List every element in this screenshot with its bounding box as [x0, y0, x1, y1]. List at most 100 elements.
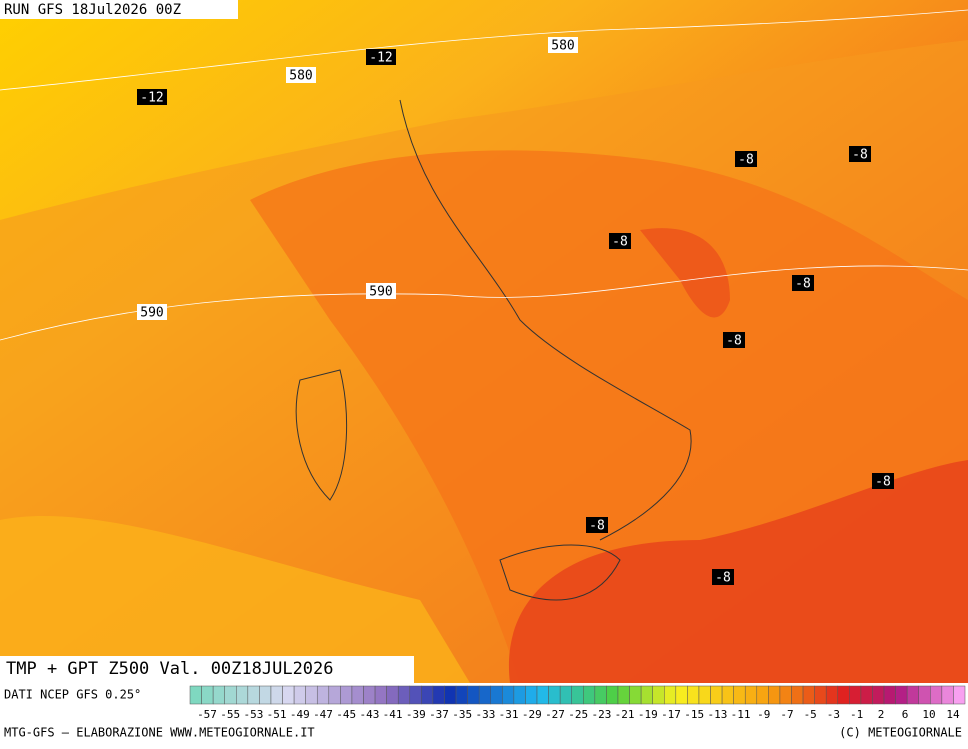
colorbar-box — [849, 685, 862, 705]
colorbar-label: 2 — [878, 708, 885, 721]
colorbar-label: -31 — [499, 708, 519, 721]
colorbar-box — [571, 685, 584, 705]
contour-label: -8 — [612, 235, 628, 250]
label-box — [712, 569, 734, 585]
colorbar-box — [270, 685, 283, 705]
colorbar-box — [930, 685, 943, 705]
credit-label: MTG-GFS — ELABORAZIONE WWW.METEOGIORNALE… — [4, 726, 315, 740]
contour-label: -8 — [852, 148, 868, 163]
colorbar-box — [478, 685, 491, 705]
label-box — [548, 37, 578, 53]
colorbar-box — [236, 685, 249, 705]
colorbar-label: 10 — [922, 708, 935, 721]
label-box — [872, 473, 894, 489]
colorbar-box — [895, 685, 908, 705]
colorbar-box — [640, 685, 653, 705]
contour-label: 580 — [551, 39, 574, 54]
colorbar-box — [259, 685, 272, 705]
colorbar-box — [374, 685, 387, 705]
colorbar-box — [606, 685, 619, 705]
colorbar-label: -47 — [313, 708, 333, 721]
contour-label: 590 — [369, 285, 392, 300]
colorbar-box — [444, 685, 457, 705]
colorbar-box — [953, 685, 966, 705]
colorbar-box — [860, 685, 873, 705]
colorbar-label: -51 — [267, 708, 287, 721]
colorbar-label: -23 — [591, 708, 611, 721]
colorbar-label: -37 — [429, 708, 449, 721]
colorbar-box — [721, 685, 734, 705]
colorbar-box — [363, 685, 376, 705]
contour-label: -8 — [795, 277, 811, 292]
colorbar-label: -9 — [757, 708, 770, 721]
colorbar-box — [652, 685, 665, 705]
colorbar-box — [340, 685, 353, 705]
colorbar-label: -1 — [850, 708, 863, 721]
colorbar-box — [675, 685, 688, 705]
colorbar-box — [791, 685, 804, 705]
contour-label: -12 — [369, 51, 392, 66]
colorbar-box — [559, 685, 572, 705]
colorbar-box — [490, 685, 503, 705]
source-label: DATI NCEP GFS 0.25° — [4, 688, 141, 702]
colorbar-box — [502, 685, 515, 705]
title-box — [0, 656, 414, 683]
colorbar-box — [247, 685, 260, 705]
island — [295, 369, 348, 501]
colorbar-label: -53 — [243, 708, 263, 721]
colorbar-box — [212, 685, 225, 705]
colorbar-box — [837, 685, 850, 705]
colorbar-label: -49 — [290, 708, 310, 721]
colorbar-box — [768, 685, 781, 705]
label-box — [137, 304, 167, 320]
colorbar-box — [906, 685, 919, 705]
colorbar-box — [548, 685, 561, 705]
colorbar-box — [305, 685, 318, 705]
colorbar-box — [779, 685, 792, 705]
colorbar-label: -17 — [661, 708, 681, 721]
colorbar-box — [189, 685, 202, 705]
colorbar-label: -19 — [638, 708, 658, 721]
colorbar-label: -27 — [545, 708, 565, 721]
label-box — [586, 517, 608, 533]
label-box — [366, 283, 396, 299]
colorbar-box — [756, 685, 769, 705]
isohypse — [0, 9, 968, 91]
colorbar-box — [883, 685, 896, 705]
colorbar-box — [814, 685, 827, 705]
colorbar-box — [351, 685, 364, 705]
colorbar-box — [455, 685, 468, 705]
colorbar-label: -57 — [197, 708, 217, 721]
map-title: TMP + GPT Z500 Val. 00Z18JUL2026 — [6, 659, 334, 679]
colorbar-box — [328, 685, 341, 705]
run-label: RUN GFS 18Jul2026 00Z — [4, 2, 181, 18]
colorbar-label: -39 — [406, 708, 426, 721]
copyright-label: (C) METEOGIORNALE — [839, 726, 962, 740]
colorbar-box — [386, 685, 399, 705]
colorbar: -57 -55 -53 -51 -49 -47 -45 -43 -41 -39 -37 -35 -33-… — [189, 685, 966, 721]
colorbar-label: -21 — [615, 708, 635, 721]
colorbar-label: 14 — [946, 708, 960, 721]
colorbar-box — [409, 685, 422, 705]
contour-label: -8 — [726, 334, 742, 349]
colorbar-label: -5 — [804, 708, 817, 721]
colorbar-label: -41 — [383, 708, 403, 721]
temp-area — [508, 460, 968, 683]
contour-labels: 580 580 590 590 -12 -12 -8 -8 -8 -8 -8 -8 -8 -8 — [137, 37, 894, 586]
colorbar-box — [918, 685, 931, 705]
coastline — [399, 99, 692, 541]
colorbar-box — [583, 685, 596, 705]
colorbar-label: -43 — [359, 708, 379, 721]
colorbar-box — [397, 685, 411, 705]
label-box — [286, 67, 316, 83]
label-box — [609, 233, 631, 249]
label-box — [735, 151, 757, 167]
colorbar-label: -11 — [731, 708, 751, 721]
colorbar-label: -3 — [827, 708, 840, 721]
colorbar-box — [664, 685, 677, 705]
contour-label: -8 — [875, 475, 891, 490]
colorbar-box — [316, 685, 330, 705]
temp-area — [640, 228, 730, 318]
